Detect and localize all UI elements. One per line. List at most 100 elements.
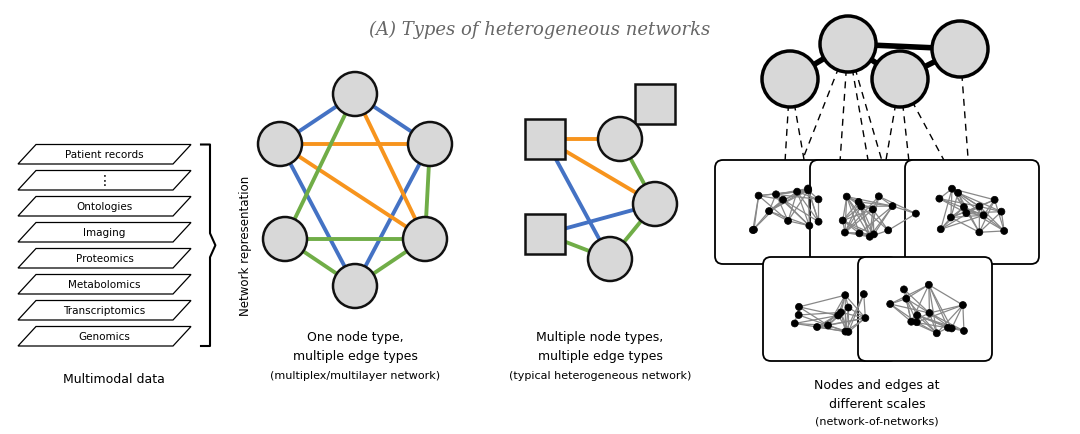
Text: Network representation: Network representation — [239, 176, 252, 316]
Circle shape — [845, 304, 852, 311]
Circle shape — [948, 186, 956, 193]
Circle shape — [815, 196, 822, 204]
Circle shape — [914, 312, 920, 319]
Circle shape — [866, 234, 874, 241]
Text: Imaging: Imaging — [83, 228, 125, 238]
Circle shape — [762, 52, 818, 108]
Circle shape — [889, 203, 896, 210]
Polygon shape — [18, 275, 191, 294]
Text: Patient records: Patient records — [65, 150, 144, 160]
Circle shape — [796, 304, 802, 311]
Circle shape — [862, 315, 868, 322]
FancyBboxPatch shape — [762, 257, 897, 361]
Text: Transcriptomics: Transcriptomics — [64, 306, 146, 316]
Circle shape — [936, 196, 943, 203]
FancyBboxPatch shape — [525, 214, 565, 254]
Circle shape — [856, 230, 863, 237]
Circle shape — [408, 123, 453, 167]
Circle shape — [913, 210, 919, 217]
Circle shape — [750, 227, 756, 234]
Circle shape — [855, 199, 862, 206]
Circle shape — [820, 17, 876, 73]
Polygon shape — [18, 145, 191, 164]
Circle shape — [755, 193, 762, 200]
Text: Genomics: Genomics — [79, 332, 131, 342]
Circle shape — [875, 194, 882, 201]
Circle shape — [598, 118, 642, 161]
Text: One node type,: One node type, — [307, 331, 403, 344]
Circle shape — [955, 190, 961, 197]
Polygon shape — [18, 171, 191, 191]
Circle shape — [858, 204, 865, 210]
Circle shape — [780, 197, 786, 204]
Text: Proteomics: Proteomics — [76, 253, 134, 263]
Circle shape — [861, 291, 867, 298]
Text: Multimodal data: Multimodal data — [63, 373, 164, 386]
Circle shape — [903, 296, 909, 302]
Circle shape — [976, 229, 983, 236]
Circle shape — [991, 197, 998, 204]
Text: (A) Types of heterogeneous networks: (A) Types of heterogeneous networks — [369, 21, 711, 39]
Circle shape — [813, 324, 821, 331]
FancyBboxPatch shape — [858, 257, 993, 361]
Circle shape — [901, 286, 907, 293]
Circle shape — [960, 328, 968, 335]
Polygon shape — [18, 197, 191, 217]
Circle shape — [872, 52, 928, 108]
Circle shape — [937, 226, 944, 233]
FancyBboxPatch shape — [715, 161, 849, 264]
Circle shape — [766, 208, 772, 215]
Text: (network-of-networks): (network-of-networks) — [815, 416, 939, 426]
Polygon shape — [18, 223, 191, 243]
Circle shape — [959, 302, 967, 309]
Circle shape — [784, 218, 792, 225]
Circle shape — [976, 204, 983, 210]
Circle shape — [845, 329, 852, 335]
Circle shape — [932, 22, 988, 78]
Text: ⋮: ⋮ — [97, 174, 111, 188]
FancyBboxPatch shape — [525, 120, 565, 160]
Circle shape — [926, 282, 932, 289]
Text: multiple edge types: multiple edge types — [538, 350, 662, 363]
Circle shape — [403, 217, 447, 261]
Circle shape — [751, 227, 757, 234]
Circle shape — [945, 325, 951, 332]
Circle shape — [926, 310, 933, 317]
Circle shape — [908, 319, 915, 326]
Circle shape — [885, 227, 892, 234]
Circle shape — [258, 123, 302, 167]
Circle shape — [815, 219, 822, 226]
Circle shape — [835, 312, 841, 319]
Circle shape — [806, 223, 813, 230]
Circle shape — [914, 319, 920, 326]
Circle shape — [960, 204, 968, 211]
Text: multiple edge types: multiple edge types — [293, 350, 418, 363]
Circle shape — [805, 186, 811, 193]
Circle shape — [841, 292, 849, 299]
Circle shape — [794, 189, 800, 196]
Polygon shape — [18, 327, 191, 346]
Circle shape — [933, 330, 941, 337]
Circle shape — [843, 194, 850, 201]
Text: different scales: different scales — [828, 398, 926, 411]
Circle shape — [948, 325, 955, 332]
Circle shape — [837, 309, 845, 316]
Circle shape — [333, 264, 377, 308]
Circle shape — [588, 237, 632, 281]
Text: (typical heterogeneous network): (typical heterogeneous network) — [509, 370, 691, 380]
Circle shape — [963, 210, 970, 217]
Circle shape — [824, 322, 832, 329]
FancyBboxPatch shape — [635, 85, 675, 125]
Circle shape — [841, 230, 849, 237]
Circle shape — [870, 231, 877, 238]
Polygon shape — [18, 301, 191, 320]
Circle shape — [980, 212, 987, 219]
Circle shape — [633, 183, 677, 227]
Circle shape — [887, 301, 894, 308]
Text: (multiplex/multilayer network): (multiplex/multilayer network) — [270, 370, 440, 380]
Circle shape — [333, 73, 377, 117]
Text: Nodes and edges at: Nodes and edges at — [814, 378, 940, 391]
Circle shape — [792, 320, 798, 327]
Circle shape — [947, 214, 955, 221]
Circle shape — [264, 217, 307, 261]
